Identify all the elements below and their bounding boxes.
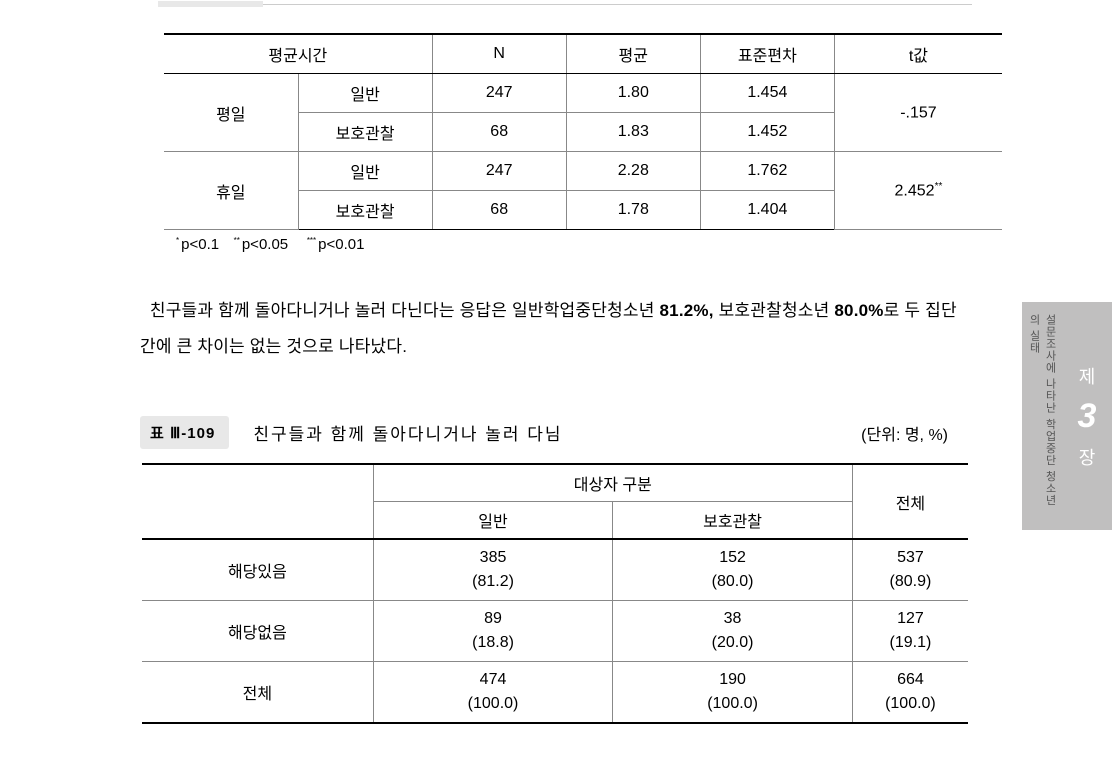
sig-p3: p<0.01 [318,236,364,253]
stats-table-avg-time: 평균시간 N 평균 표준편차 t값 평일 일반 247 1.80 1.454 -… [164,33,1002,230]
cell-pct: (19.1) [890,634,932,651]
cell-n: 68 [432,113,566,152]
cell-mean: 1.83 [566,113,700,152]
table-title: 친구들과 함께 돌아다니거나 놀러 다님 [253,420,562,445]
th-sd: 표준편차 [700,34,834,74]
cell-value: 664 (100.0) [852,662,968,724]
table-unit: (단위: 명, %) [861,421,948,445]
cell-n: 537 [897,549,924,566]
cell-pct: (80.9) [890,573,932,590]
cell-group-label: 휴일 [164,152,298,230]
cell-n: 474 [480,671,507,688]
para-bold: 81.2%, [660,301,714,320]
cell-row-label: 전체 [142,662,373,724]
tvalue-text: 2.452 [895,182,935,199]
cell-value: 89 (18.8) [373,601,613,662]
side-tab-vertical-text: 설문조사에 나타난 학업중단 청소년의 실태 [1022,302,1062,530]
chapter-prefix: 제 [1079,363,1096,389]
cell-sub: 일반 [298,74,432,113]
star-icon: * [176,236,179,245]
chapter-side-tab: 설문조사에 나타난 학업중단 청소년의 실태 제 3 장 [1022,302,1112,530]
cell-pct: (100.0) [468,695,519,712]
body-paragraph: 친구들과 함께 돌아다니거나 놀러 다닌다는 응답은 일반학업중단청소년 81.… [140,293,972,364]
cell-pct: (80.0) [712,573,754,590]
tvalue-sup: ** [935,181,943,192]
cell-sd: 1.452 [700,113,834,152]
table-row: 해당있음 385 (81.2) 152 (80.0) 537 (80.9) [142,539,968,601]
chapter-number: 3 [1078,397,1097,436]
cell-mean: 2.28 [566,152,700,191]
th-avg-time: 평균시간 [164,34,432,74]
th-tvalue: t값 [834,34,1002,74]
para-text: 친구들과 함께 돌아다니거나 놀러 다닌다는 응답은 일반학업중단청소년 [150,301,660,320]
th-mean: 평균 [566,34,700,74]
cell-n: 68 [432,191,566,230]
cell-n: 89 [484,610,502,627]
top-divider [158,4,972,5]
cell-row-label: 해당있음 [142,539,373,601]
cell-value: 474 (100.0) [373,662,613,724]
page-content: 평균시간 N 평균 표준편차 t값 평일 일반 247 1.80 1.454 -… [0,4,1112,724]
cell-group-label: 평일 [164,74,298,152]
cell-sub: 일반 [298,152,432,191]
th-group: 대상자 구분 [373,464,852,502]
cell-sd: 1.404 [700,191,834,230]
cell-sub: 보호관찰 [298,191,432,230]
cell-n: 190 [719,671,746,688]
significance-note: *p<0.1 **p<0.05 ***p<0.01 [174,236,972,253]
cell-pct: (100.0) [707,695,758,712]
th-sub: 보호관찰 [613,502,853,540]
chapter-suffix: 장 [1079,444,1096,470]
th-n: N [432,34,566,74]
cell-sub: 보호관찰 [298,113,432,152]
para-text: 보호관찰청소년 [714,301,835,320]
cell-n: 247 [432,74,566,113]
cell-sd: 1.762 [700,152,834,191]
cell-mean: 1.80 [566,74,700,113]
cell-value: 190 (100.0) [613,662,853,724]
cell-pct: (20.0) [712,634,754,651]
cell-pct: (18.8) [472,634,514,651]
chapter-label: 제 3 장 [1062,302,1112,530]
star-icon: *** [307,236,316,245]
sig-p2: p<0.05 [242,236,288,253]
table-tag: 표 Ⅲ-109 [140,416,229,449]
tvalue-text: -.157 [900,104,936,121]
cell-value: 385 (81.2) [373,539,613,601]
th-total: 전체 [852,464,968,539]
cell-pct: (81.2) [472,573,514,590]
sig-p1: p<0.1 [181,236,219,253]
cell-mean: 1.78 [566,191,700,230]
cell-n: 664 [897,671,924,688]
cell-value: 38 (20.0) [613,601,853,662]
table-row: 전체 474 (100.0) 190 (100.0) 664 (100.0) [142,662,968,724]
th-sub: 일반 [373,502,613,540]
cell-n: 247 [432,152,566,191]
table-row: 휴일 일반 247 2.28 1.762 2.452** [164,152,1002,191]
cell-n: 38 [724,610,742,627]
cell-n: 127 [897,610,924,627]
cell-value: 127 (19.1) [852,601,968,662]
cell-value: 152 (80.0) [613,539,853,601]
crosstab-table: 대상자 구분 전체 일반 보호관찰 해당있음 385 (81.2) 152 (80.… [142,463,968,724]
cell-tvalue: 2.452** [834,152,1002,230]
para-bold: 80.0% [834,301,883,320]
cell-n: 385 [480,549,507,566]
th-empty [142,464,373,539]
table2-title-row: 표 Ⅲ-109 친구들과 함께 돌아다니거나 놀러 다님 (단위: 명, %) [140,416,972,449]
cell-tvalue: -.157 [834,74,1002,152]
cell-row-label: 해당없음 [142,601,373,662]
table-row: 평일 일반 247 1.80 1.454 -.157 [164,74,1002,113]
cell-n: 152 [719,549,746,566]
cell-sd: 1.454 [700,74,834,113]
star-icon: ** [234,236,240,245]
cell-pct: (100.0) [885,695,936,712]
table-row: 해당없음 89 (18.8) 38 (20.0) 127 (19.1) [142,601,968,662]
cell-value: 537 (80.9) [852,539,968,601]
